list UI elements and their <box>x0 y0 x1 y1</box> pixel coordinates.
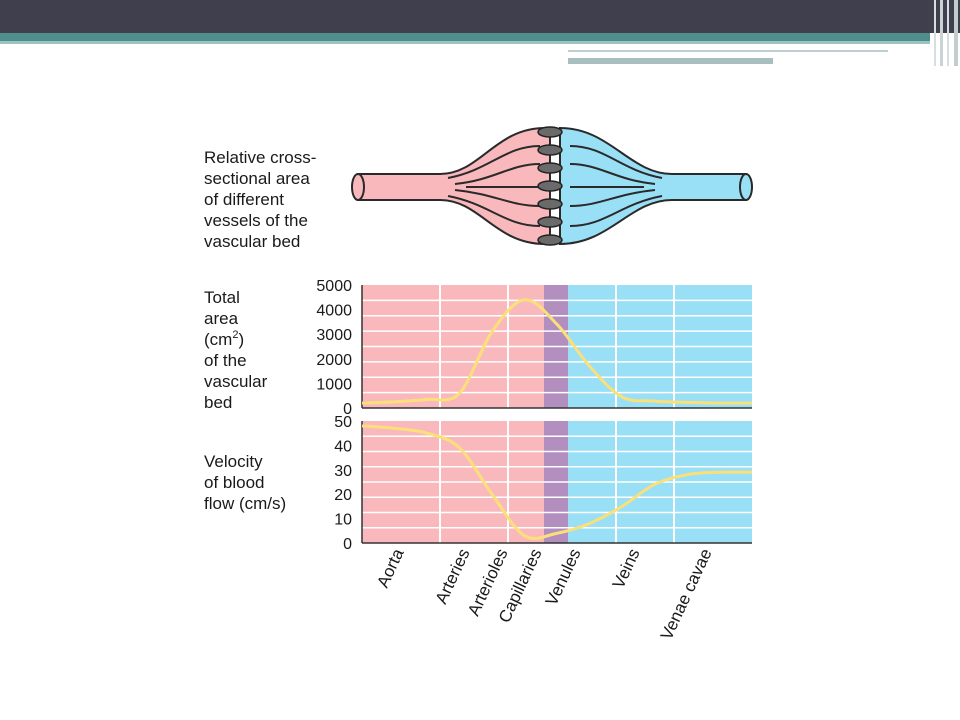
vessel-branch-lines <box>447 145 663 227</box>
chart1-ylabel-line: Total <box>204 288 240 307</box>
chart1-ylabel-superscript: 2 <box>232 329 238 341</box>
y-tick-label: 50 <box>334 414 352 431</box>
diagram-label: Relative cross- sectional area of differ… <box>204 148 321 251</box>
chart2-ylabel-line: flow (cm/s) <box>204 494 286 513</box>
capillary-bundle <box>537 126 563 246</box>
chart2-ylabel-line: of blood <box>204 473 265 492</box>
slide-accent-line <box>568 58 773 64</box>
chart1-ylabel-line: area <box>204 309 239 328</box>
x-category-label: Aorta <box>373 545 408 590</box>
y-tick-label: 0 <box>343 401 352 418</box>
y-tick-label: 10 <box>334 512 352 529</box>
chart1-ylabel-line: of the <box>204 351 247 370</box>
y-tick-label: 4000 <box>316 303 352 320</box>
y-tick-label: 3000 <box>316 327 352 344</box>
slide-accent-line <box>568 50 888 52</box>
y-tick-label: 20 <box>334 487 352 504</box>
aorta-opening <box>351 173 365 201</box>
chart1-ylabel-line: vascular <box>204 372 268 391</box>
y-tick-label: 30 <box>334 463 352 480</box>
slide-corner-lines <box>934 0 958 66</box>
slide-accent-stripe-light <box>0 41 930 44</box>
velocity-chart: 0 10 20 30 40 50 <box>334 414 753 553</box>
chart1-ylabel-line: (cm <box>204 330 232 349</box>
y-tick-label: 5000 <box>316 278 352 295</box>
x-category-label: Arteries <box>432 546 474 607</box>
diagram-label-line: vessels of the <box>204 211 308 230</box>
slide-accent-stripe <box>0 33 930 41</box>
x-category-labels: Aorta ArteriesArteriolesCapillariesVenule… <box>373 545 715 643</box>
total-area-chart: 0 1000 2000 3000 4000 5000 <box>316 278 753 418</box>
x-category-label: Venae cavae <box>657 546 716 643</box>
chart2-ylabel: Velocity of blood flow (cm/s) <box>204 452 286 513</box>
y-tick-label: 1000 <box>316 376 352 393</box>
vessel-diagram <box>351 126 753 246</box>
series-line <box>361 298 753 405</box>
vena-cava-opening <box>739 173 753 201</box>
series-line <box>361 424 753 540</box>
chart1-ylabel-line: ) <box>238 330 244 349</box>
diagram-label-line: of different <box>204 190 284 209</box>
diagram-label-line: sectional area <box>204 169 310 188</box>
y-tick-label: 2000 <box>316 352 352 369</box>
chart1-ylabel-line: bed <box>204 393 232 412</box>
slide-top-bar <box>0 0 960 33</box>
chart2-ylabel-line: Velocity <box>204 452 263 471</box>
x-category-label: Veins <box>609 546 644 592</box>
y-tick-label: 0 <box>343 536 352 553</box>
y-tick-label: 40 <box>334 438 352 455</box>
x-category-label: Venules <box>542 546 585 609</box>
chart1-ylabel: Total area (cm2) of the vascular bed <box>204 288 272 412</box>
diagram-label-line: Relative cross- <box>204 148 316 167</box>
diagram-label-line: vascular bed <box>204 232 300 251</box>
